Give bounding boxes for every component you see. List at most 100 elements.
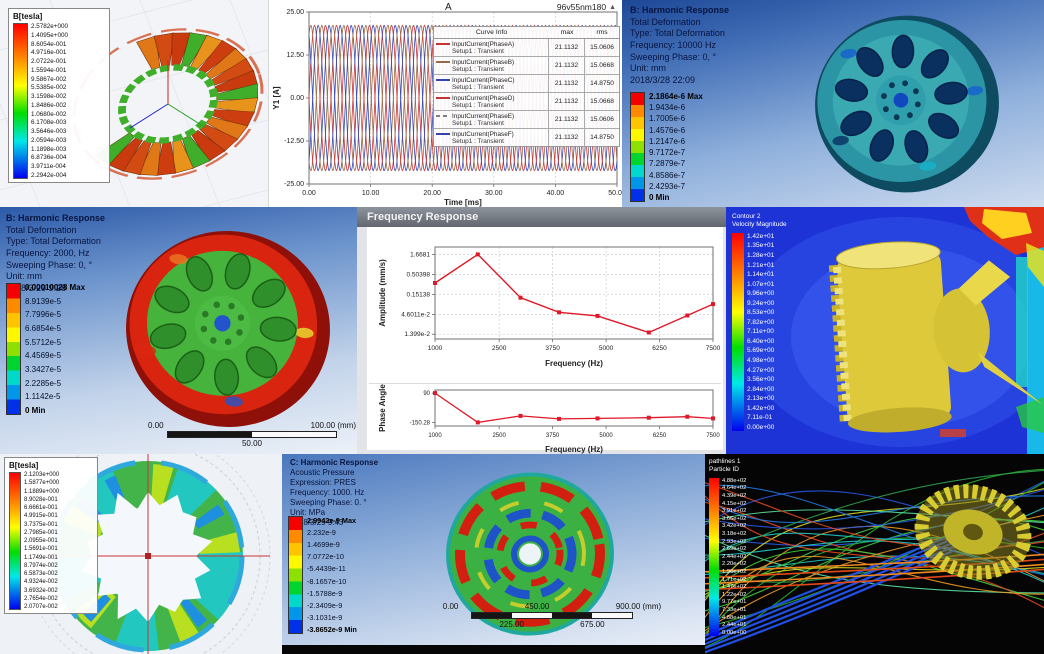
legend-body: 2.1203e+000 1.5877e+000 1.1889e+000 8.9028e… — [9, 472, 93, 610]
colorbar-value: 3.6932e-002 — [24, 587, 58, 594]
colorbar-value: 2.20e+02 — [722, 561, 747, 568]
colorbar-value: 2.93e+02 — [722, 538, 747, 545]
result-info: C: Harmonic Response Acoustic Pressure Exp… — [290, 458, 378, 528]
colorbar-value: 1.42e+00 — [747, 404, 775, 412]
colorbar-value: 2.7654e-002 — [24, 595, 58, 602]
colorbar-value: 8.7974e-002 — [24, 562, 58, 569]
colorbar-value: 1.96e+02 — [722, 569, 747, 575]
colorbar-value: 6.1708e-003 — [31, 119, 67, 127]
result-info-line: C: Harmonic Response — [290, 458, 379, 467]
result-colorbar: 0.00010028 Max 8.9139e-5 7.7996e-5 6.6854e-… — [6, 283, 85, 415]
colorbar-value: 6.6661e-001 — [24, 505, 58, 511]
result-info-line: Sweeping Phase: 0. ° — [290, 498, 367, 507]
colorbar-value: 6.40e+00 — [747, 337, 775, 345]
colorbar-value: 1.0680e-002 — [31, 110, 67, 118]
colorbar-value: 2.13e+00 — [747, 395, 775, 403]
curve-max: 21.1132 — [549, 93, 585, 110]
svg-text:0.00: 0.00 — [290, 95, 304, 102]
colorbar-value: 4.9324e-002 — [24, 579, 58, 586]
curve-rms: 14.8750 — [590, 134, 614, 141]
curve-name-cell: InputCurrent(PhaseC) Setup1 : Transient — [434, 75, 549, 92]
colorbar-value: 1.1889e+000 — [24, 488, 60, 495]
streamline-legend-header: pathlines 1 Particle ID — [709, 458, 746, 475]
panel-harmonic-coarse: B: Harmonic Response Total Deformation Typ… — [0, 207, 357, 454]
col-rms: rms — [596, 29, 608, 36]
result-info-line: 2018/3/29 9:43 — [290, 518, 344, 527]
svg-text:Amplitude (mm/s): Amplitude (mm/s) — [378, 259, 387, 327]
colorbar-labels: 2.1864e-6 Max 1.9434e-6 1.7005e-6 1.4576e-6… — [649, 92, 703, 202]
colorbar-value: 8.9028e-001 — [24, 496, 58, 503]
curve-max: 21.1132 — [549, 39, 585, 56]
colorbar-value: 1.47e+02 — [722, 584, 747, 591]
legend-title: B[tesla] — [13, 12, 43, 21]
window-titlebar[interactable]: Frequency Response — [357, 207, 726, 227]
curve-info-row: InputCurrent(PhaseA) Setup1 : Transient … — [434, 39, 619, 57]
colorbar-value: -5.4439e-11 — [307, 564, 346, 574]
colorbar — [6, 283, 21, 415]
colorbar-value: 2.2285e-5 — [25, 378, 62, 388]
colorbar-value: 2.9942e-9 Max — [307, 516, 357, 525]
panel-streamlines: pathlines 1 Particle ID 4.88e+02 4.64e+02… — [705, 454, 1044, 654]
pin-icon[interactable]: ▲ — [609, 3, 616, 11]
colorbar-value: 4.8586e-7 — [649, 170, 686, 180]
colorbar-value: 0 Min — [649, 192, 670, 202]
colorbar-value: 1.71e+02 — [722, 576, 747, 583]
colorbar-value: 4.64e+02 — [722, 485, 747, 492]
result-info-line: Type: Total Deformation — [6, 236, 101, 247]
colorbar-value: 4.15e+02 — [722, 500, 747, 507]
stator-3d-view[interactable] — [0, 0, 268, 207]
cfd-legend-variable: Velocity Magnitude — [732, 221, 787, 229]
colorbar-value: 0 Min — [25, 405, 46, 415]
svg-text:0.50398: 0.50398 — [407, 271, 431, 278]
curve-name-cell: InputCurrent(PhaseD) Setup1 : Transient — [434, 93, 549, 110]
flywheel-3d-view[interactable] — [622, 0, 1044, 207]
colorbar-value: -3.8652e-9 Min — [307, 624, 357, 634]
colorbar-value: 5.69e+00 — [747, 347, 775, 355]
curve-name: InputCurrent(PhaseE) — [452, 112, 515, 120]
curve-name-cell: InputCurrent(PhaseF) Setup1 : Transient — [434, 129, 549, 146]
curve-name: InputCurrent(PhaseD) — [452, 94, 515, 102]
colorbar-value: 4.9915e-001 — [24, 513, 58, 520]
colorbar-value: 2.0707e-002 — [24, 604, 58, 610]
colorbar-value: 9.77e+01 — [722, 599, 747, 606]
colorbar-value: 5.5712e-5 — [25, 337, 62, 347]
amplitude-chart[interactable]: 1000 2500 3750 5000 6250 7500 1.6681 0.50398 0.1… — [369, 235, 721, 377]
colorbar — [709, 477, 719, 636]
phase-angle-chart[interactable]: 1000 2500 3750 5000 6250 7500 90 -150.28 Frequen… — [369, 383, 721, 454]
streamline-legend-variable: Particle ID — [709, 466, 739, 474]
result-info-line: 2018/3/29 9:28 — [6, 283, 67, 294]
colorbar-value: 1.9434e-6 — [649, 103, 686, 113]
colorbar-value: 7.7996e-5 — [25, 310, 62, 320]
colorbar-value: 4.88e+01 — [722, 614, 747, 621]
colorbar-value: 1.5877e+000 — [24, 480, 60, 487]
streamline-3d-view[interactable] — [705, 454, 1044, 654]
svg-text:3750: 3750 — [546, 433, 560, 439]
result-info-line: Frequency: 2000, Hz — [6, 248, 90, 259]
svg-text:3750: 3750 — [545, 345, 560, 352]
colorbar-value: 2.232e-9 — [307, 528, 336, 538]
svg-text:50.00: 50.00 — [608, 190, 622, 197]
colorbar-labels: 0.00010028 Max 8.9139e-5 7.7996e-5 6.6854e-… — [25, 283, 85, 415]
streamline-legend: pathlines 1 Particle ID 4.88e+02 4.64e+02… — [709, 458, 746, 636]
colorbar-value: 2.0955e-001 — [24, 538, 58, 544]
ruler-0: 0.00 — [442, 602, 459, 611]
colorbar-value: 1.4699e-9 — [307, 540, 340, 550]
panel-current-plot: 0.00 10.00 20.00 30.00 40.00 50.00 25.00 12.50 0… — [268, 0, 622, 207]
colorbar — [732, 232, 744, 431]
cfd-3d-view[interactable] — [726, 207, 1044, 454]
colorbar-labels: 2.1203e+000 1.5877e+000 1.1889e+000 8.9028e… — [24, 472, 59, 610]
svg-text:40.00: 40.00 — [547, 190, 565, 197]
flywheel-3d-view[interactable] — [0, 207, 357, 454]
ruler-900: 900.00 (mm) — [615, 602, 662, 611]
curve-rms: 15.0606 — [590, 116, 614, 123]
colorbar-value: 5.5385e-002 — [31, 84, 67, 92]
svg-text:1.6681: 1.6681 — [410, 251, 430, 258]
result-info-line: B: Harmonic Response — [630, 5, 730, 15]
disc-3d-view[interactable] — [282, 454, 705, 654]
colorbar-value: 4.4569e-5 — [25, 351, 62, 361]
curve-max: 21.1132 — [549, 111, 585, 128]
colorbar-value: 9.7172e-7 — [649, 148, 686, 158]
colorbar-value: 2.5782e+000 — [31, 23, 68, 30]
result-info-line: Expression: PRES — [290, 478, 356, 487]
scale-ruler: 0.00 450.00 900.00 (mm) 225.00 675.00 — [422, 602, 682, 629]
